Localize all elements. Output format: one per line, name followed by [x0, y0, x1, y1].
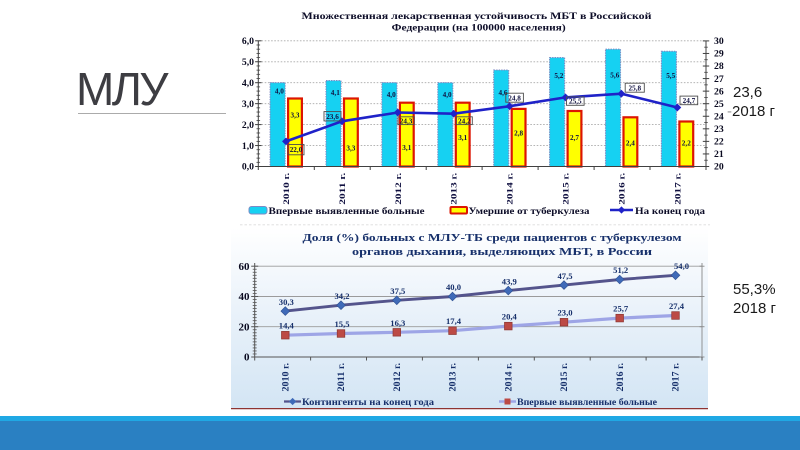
svg-text:На конец года: На конец года — [635, 206, 705, 217]
svg-text:24,3: 24,3 — [400, 117, 413, 125]
svg-text:27: 27 — [714, 74, 724, 85]
svg-text:3,1: 3,1 — [458, 134, 467, 142]
svg-text:37,5: 37,5 — [390, 286, 405, 296]
svg-text:2015 г.: 2015 г. — [559, 363, 569, 392]
svg-text:3,3: 3,3 — [346, 145, 355, 153]
svg-text:2010 г.: 2010 г. — [281, 173, 291, 205]
svg-text:2017 г.: 2017 г. — [672, 173, 682, 205]
svg-text:17,4: 17,4 — [446, 316, 462, 326]
svg-text:5,2: 5,2 — [554, 72, 563, 80]
svg-text:25,7: 25,7 — [613, 304, 629, 314]
svg-text:5,0: 5,0 — [242, 57, 254, 68]
svg-text:30,3: 30,3 — [279, 297, 294, 307]
svg-text:Впервые выявленные больные: Впервые выявленные больные — [269, 206, 426, 217]
svg-text:2012 г.: 2012 г. — [393, 173, 403, 205]
svg-text:2014 г.: 2014 г. — [504, 363, 514, 392]
svg-text:Умершие от туберкулеза: Умершие от туберкулеза — [469, 206, 590, 217]
svg-text:22: 22 — [714, 137, 724, 148]
svg-text:2,2: 2,2 — [682, 140, 691, 148]
svg-text:2015 г.: 2015 г. — [561, 173, 571, 205]
svg-text:40,0: 40,0 — [446, 282, 461, 292]
svg-text:2014 г.: 2014 г. — [505, 173, 515, 205]
svg-text:2,8: 2,8 — [514, 130, 523, 138]
svg-text:26: 26 — [714, 86, 724, 97]
svg-text:2,0: 2,0 — [242, 120, 254, 131]
svg-text:5,6: 5,6 — [610, 72, 619, 80]
svg-text:34,2: 34,2 — [334, 291, 349, 301]
svg-text:2016 г.: 2016 г. — [615, 363, 625, 392]
svg-text:30: 30 — [714, 36, 724, 47]
svg-text:20,4: 20,4 — [502, 312, 518, 322]
svg-text:6,0: 6,0 — [242, 36, 254, 47]
svg-text:органов дыхания, выделяющих МБ: органов дыхания, выделяющих МБТ, в Росси… — [352, 247, 652, 258]
svg-text:25,8: 25,8 — [629, 84, 642, 92]
svg-text:28: 28 — [714, 61, 724, 72]
svg-text:24,7: 24,7 — [683, 97, 696, 105]
svg-text:60: 60 — [239, 261, 251, 273]
svg-text:23,6: 23,6 — [326, 113, 339, 121]
svg-text:3,0: 3,0 — [242, 99, 254, 110]
svg-text:2013 г.: 2013 г. — [448, 363, 458, 392]
svg-text:2017 г.: 2017 г. — [671, 363, 681, 392]
svg-text:20: 20 — [714, 162, 724, 173]
svg-text:14,4: 14,4 — [279, 321, 295, 331]
svg-text:51,2: 51,2 — [613, 265, 628, 275]
svg-text:3,1: 3,1 — [402, 144, 411, 152]
svg-text:2011 г.: 2011 г. — [336, 363, 346, 392]
svg-text:25: 25 — [714, 99, 724, 110]
svg-text:4,6: 4,6 — [499, 89, 508, 97]
svg-text:22,0: 22,0 — [290, 146, 303, 154]
svg-text:4,0: 4,0 — [242, 78, 254, 89]
svg-text:4,0: 4,0 — [275, 88, 284, 96]
svg-text:21: 21 — [714, 149, 724, 160]
svg-text:43,9: 43,9 — [502, 276, 517, 286]
svg-text:29: 29 — [714, 49, 724, 60]
svg-text:27,4: 27,4 — [669, 301, 685, 311]
svg-text:5,5: 5,5 — [666, 72, 675, 80]
svg-text:1,0: 1,0 — [242, 141, 254, 152]
svg-text:20: 20 — [239, 321, 251, 333]
svg-text:24,2: 24,2 — [458, 117, 471, 125]
svg-text:24: 24 — [714, 112, 724, 123]
svg-text:4,1: 4,1 — [331, 89, 340, 97]
svg-text:2,4: 2,4 — [626, 140, 635, 148]
svg-text:47,5: 47,5 — [557, 271, 572, 281]
svg-text:25,5: 25,5 — [569, 98, 582, 106]
svg-text:2011 г.: 2011 г. — [337, 173, 347, 205]
svg-text:23,0: 23,0 — [557, 308, 572, 318]
svg-text:16,3: 16,3 — [390, 318, 405, 328]
svg-text:54,0: 54,0 — [674, 261, 689, 271]
svg-text:40: 40 — [239, 291, 251, 303]
svg-text:2,7: 2,7 — [570, 134, 579, 142]
svg-text:2016 г.: 2016 г. — [616, 173, 626, 205]
svg-text:Контингенты на конец года: Контингенты на конец года — [302, 397, 434, 407]
svg-text:0: 0 — [244, 352, 250, 364]
svg-text:Федерации (на 100000 населения: Федерации (на 100000 населения) — [392, 23, 566, 34]
svg-text:3,3: 3,3 — [291, 112, 300, 120]
svg-text:2012 г.: 2012 г. — [392, 363, 402, 392]
svg-text:4,0: 4,0 — [443, 91, 452, 99]
svg-text:23: 23 — [714, 124, 724, 135]
svg-text:0,0: 0,0 — [242, 162, 254, 173]
svg-text:4,0: 4,0 — [387, 91, 396, 99]
svg-text:Впервые выявленные больные: Впервые выявленные больные — [517, 397, 657, 407]
svg-text:Множественная лекарственная ус: Множественная лекарственная устойчивость… — [302, 11, 652, 22]
svg-text:2013 г.: 2013 г. — [449, 173, 459, 205]
svg-text:2010 г.: 2010 г. — [281, 363, 291, 392]
svg-text:15,5: 15,5 — [334, 319, 349, 329]
svg-text:Доля (%) больных с МЛУ-ТБ сред: Доля (%) больных с МЛУ-ТБ среди пациенто… — [303, 233, 682, 244]
svg-text:24,8: 24,8 — [508, 94, 521, 102]
